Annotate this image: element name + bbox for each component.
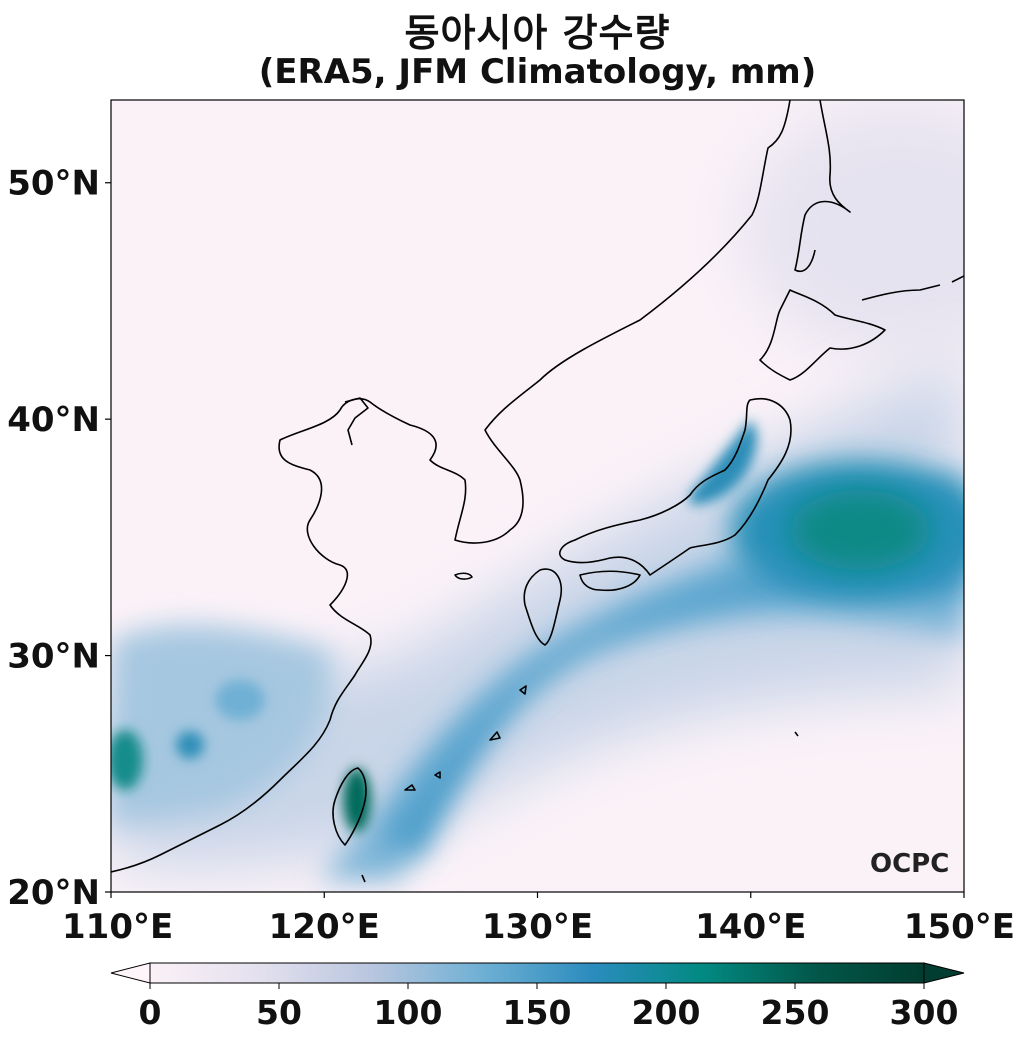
lon-tick-label: 150°E — [904, 907, 1015, 947]
longitude-axis: 110°E 120°E 130°E 140°E 150°E — [62, 892, 1015, 947]
colorbar-gradient — [149, 962, 925, 984]
colorbar-tick-label: 50 — [256, 993, 302, 1032]
coastlines — [111, 100, 964, 883]
colorbar-extend-min — [110, 962, 151, 984]
colorbar-tick-label: 0 — [139, 993, 162, 1032]
colorbar-tick-label: 100 — [374, 993, 443, 1032]
colorbar: 0 50 100 150 200 250 300 — [110, 962, 965, 1032]
lat-tick-label: 50°N — [7, 164, 100, 204]
lon-tick-label: 120°E — [269, 907, 380, 947]
precipitation-field — [111, 100, 964, 892]
ocpc-logo: OCPC — [870, 849, 949, 879]
lon-tick-label: 130°E — [482, 907, 593, 947]
map-subtitle: (ERA5, JFM Climatology, mm) — [258, 52, 817, 92]
colorbar-extend-max — [923, 962, 965, 984]
lat-tick-label: 40°N — [7, 400, 100, 440]
colorbar-tick-label: 200 — [632, 993, 701, 1032]
latitude-axis: 20°N 30°N 40°N 50°N — [7, 164, 111, 913]
colorbar-tick-label: 300 — [890, 993, 959, 1032]
lon-tick-label: 110°E — [62, 907, 173, 947]
lon-tick-label: 140°E — [695, 907, 806, 947]
lat-tick-label: 30°N — [7, 637, 100, 677]
map-title: 동아시아 강수량 — [404, 11, 671, 55]
colorbar-tick-label: 250 — [761, 993, 830, 1032]
colorbar-tick-label: 150 — [503, 993, 572, 1032]
lat-tick-label: 20°N — [7, 873, 100, 913]
